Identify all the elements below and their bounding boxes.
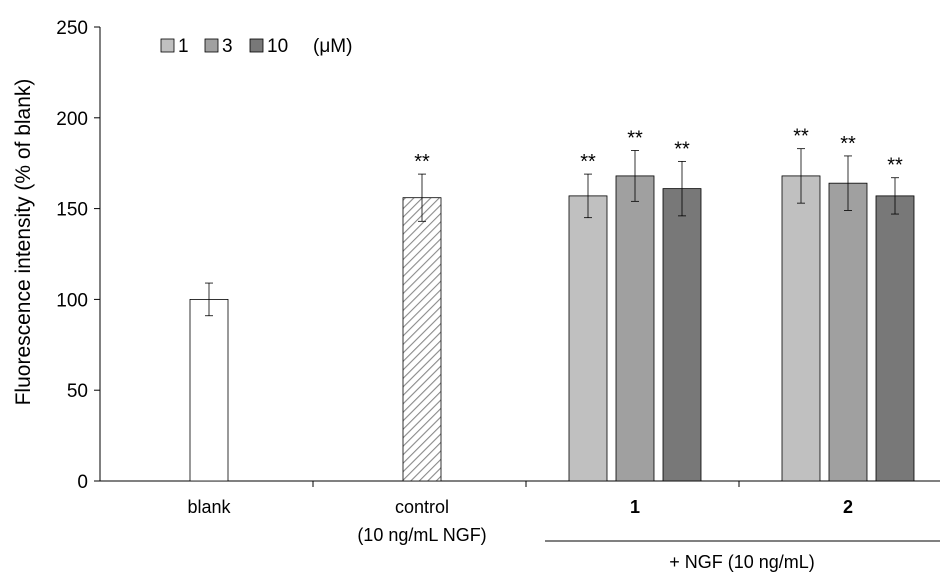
y-tick-label: 50: [67, 381, 88, 402]
legend-label-1: 1: [178, 36, 189, 57]
bar: [189, 298, 229, 482]
legend-swatch-3: [204, 38, 219, 53]
x-category-label: 1: [630, 497, 640, 517]
y-axis-title: Fluorescence intensity (% of blank): [12, 79, 35, 406]
legend-swatch-1: [160, 38, 175, 53]
x-axis-labels: blank control (10 ng/mL NGF) 1 2: [187, 497, 853, 545]
significance-label: **: [674, 138, 690, 160]
x-category-label: blank: [187, 497, 231, 517]
y-tick-label: 200: [56, 109, 88, 130]
bar: [568, 195, 608, 482]
legend-unit: (μM): [313, 36, 352, 57]
significance-label: **: [793, 126, 809, 148]
bar: [781, 175, 821, 482]
legend-label-3: 3: [222, 36, 233, 57]
x-category-sublabel: (10 ng/mL NGF): [357, 525, 486, 545]
x-category-label: 2: [843, 497, 853, 517]
legend: 1 3 10 (μM): [160, 36, 352, 57]
y-axis-ticks: 0 50 100 150 200 250: [56, 18, 100, 493]
legend-label-10: 10: [267, 36, 288, 57]
x-category-label: control: [395, 497, 449, 517]
bar: [875, 195, 915, 482]
significance-label: **: [414, 151, 430, 173]
bar: [615, 175, 655, 482]
y-tick-label: 100: [56, 290, 88, 311]
bar: [402, 197, 442, 482]
significance-label: **: [627, 127, 643, 149]
y-tick-label: 0: [77, 472, 88, 493]
y-tick-label: 150: [56, 200, 88, 221]
ngf-bracket-label: + NGF (10 ng/mL): [669, 552, 815, 572]
x-axis-ticks: [312, 481, 740, 487]
significance-label: **: [887, 155, 903, 177]
bars-layer: ** ** ** ** ** ** **: [189, 126, 915, 482]
bar: [828, 182, 868, 482]
y-tick-label: 250: [56, 18, 88, 39]
significance-label: **: [580, 151, 596, 173]
bar: [662, 188, 702, 482]
legend-swatch-10: [249, 38, 264, 53]
significance-label: **: [840, 133, 856, 155]
